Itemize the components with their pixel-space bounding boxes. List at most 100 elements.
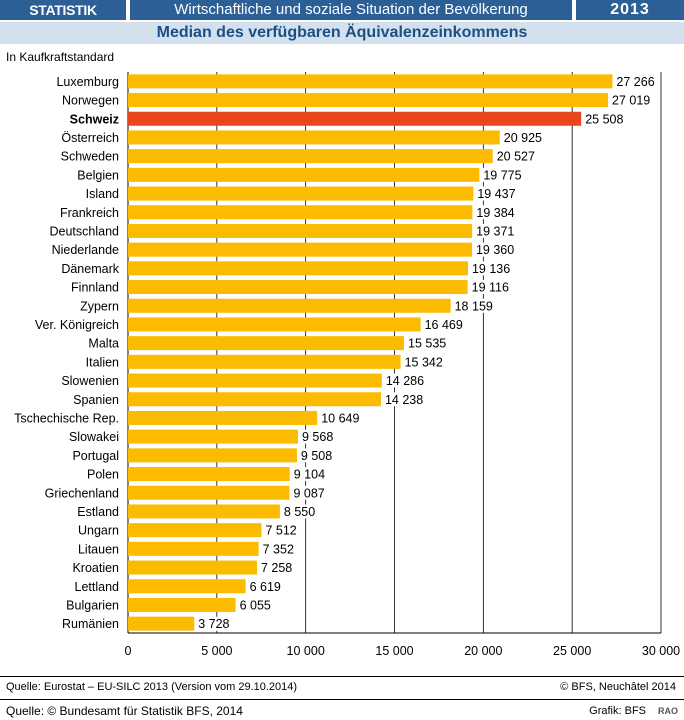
value-label-bg	[469, 261, 516, 276]
value-label: 9 104	[294, 468, 325, 482]
value-label: 19 371	[476, 224, 514, 238]
value-label: 9 508	[301, 449, 332, 463]
code-label: RAO	[658, 706, 678, 716]
page-title: Wirtschaftliche und soziale Situation de…	[130, 0, 572, 20]
category-label: Belgien	[77, 168, 119, 182]
category-label: Ungarn	[78, 524, 119, 538]
category-label: Estland	[77, 505, 119, 519]
bar	[128, 130, 500, 145]
category-label: Österreich	[61, 131, 119, 145]
bar	[128, 74, 613, 89]
value-label-bg	[319, 410, 366, 425]
value-label-bg	[258, 560, 298, 575]
value-label-bg	[494, 149, 541, 164]
category-label: Malta	[88, 337, 119, 351]
bar	[128, 616, 195, 631]
category-label: Slowakei	[69, 430, 119, 444]
value-label: 14 286	[386, 374, 424, 388]
value-label: 14 238	[385, 393, 423, 407]
value-label-bg	[501, 130, 548, 145]
value-label: 16 469	[425, 318, 463, 332]
x-tick-label: 15 000	[375, 644, 413, 658]
category-label: Litauen	[78, 542, 119, 556]
value-label-bg	[402, 354, 449, 369]
copyright-right: © BFS, Neuchâtel 2014	[560, 681, 676, 693]
category-label: Kroatien	[72, 561, 119, 575]
value-label-bg	[452, 298, 499, 313]
value-label-bg	[281, 504, 321, 519]
bar	[128, 223, 473, 238]
value-label-bg	[260, 541, 300, 556]
category-label: Deutschland	[50, 224, 120, 238]
x-tick-label: 5 000	[201, 644, 232, 658]
value-label-bg	[383, 373, 430, 388]
value-label: 7 512	[265, 524, 296, 538]
bar	[128, 429, 298, 444]
value-label-bg	[583, 111, 630, 126]
value-label: 6 055	[240, 598, 271, 612]
footer-divider-2	[0, 699, 684, 700]
category-label: Lettland	[75, 580, 120, 594]
value-label-bg	[237, 597, 277, 612]
category-label: Ver. Königreich	[35, 318, 119, 332]
value-label-bg	[247, 579, 287, 594]
value-label-bg	[291, 485, 331, 500]
bar	[128, 167, 480, 182]
year-label: 2013	[576, 0, 684, 20]
value-label-bg	[474, 205, 521, 220]
unit-label: In Kaufkraftstandard	[6, 50, 115, 64]
value-label-bg	[299, 429, 339, 444]
bar	[128, 354, 401, 369]
value-label-bg	[196, 616, 236, 631]
category-label: Niederlande	[52, 243, 119, 257]
value-label-bg	[481, 167, 528, 182]
value-label: 25 508	[585, 112, 623, 126]
bar	[128, 560, 257, 575]
value-label-bg	[614, 74, 661, 89]
value-label: 10 649	[321, 411, 359, 425]
header: STATISTIK SCHWEIZ Wirtschaftliche und so…	[0, 0, 684, 44]
category-label: Italien	[86, 355, 119, 369]
value-label-bg	[406, 336, 453, 351]
value-label: 19 437	[477, 187, 515, 201]
value-label: 3 728	[198, 617, 229, 631]
bar	[128, 205, 473, 220]
value-label: 9 087	[293, 486, 324, 500]
bar	[128, 485, 290, 500]
value-label: 6 619	[250, 580, 281, 594]
category-label: Griechenland	[45, 486, 119, 500]
value-label: 15 535	[408, 337, 446, 351]
bar	[128, 448, 297, 463]
bar	[128, 242, 472, 257]
bar	[128, 410, 318, 425]
value-label-bg	[473, 242, 520, 257]
x-tick-label: 0	[125, 644, 132, 658]
category-label: Finnland	[71, 281, 119, 295]
value-label-bg	[298, 448, 338, 463]
bar	[128, 261, 468, 276]
value-label-bg	[610, 93, 657, 108]
bar	[128, 373, 382, 388]
category-label: Zypern	[80, 299, 119, 313]
value-label-bg	[475, 186, 522, 201]
category-label: Dänemark	[61, 262, 119, 276]
bar	[128, 149, 493, 164]
grafik-credit: Grafik: BFS	[589, 705, 646, 717]
bar	[128, 186, 474, 201]
copyright-note: Quelle: © Bundesamt für Statistik BFS, 2…	[6, 704, 243, 718]
value-label-bg	[291, 467, 331, 482]
bar	[128, 541, 259, 556]
bar	[128, 597, 236, 612]
source-note: Quelle: Eurostat – EU-SILC 2013 (Version…	[6, 681, 298, 693]
category-label: Bulgarien	[66, 598, 119, 612]
value-label: 15 342	[405, 355, 443, 369]
bar	[128, 392, 381, 407]
category-label: Tschechische Rep.	[14, 411, 119, 425]
category-label: Frankreich	[60, 206, 119, 220]
category-label: Slowenien	[61, 374, 119, 388]
category-label: Island	[86, 187, 119, 201]
value-label: 7 258	[261, 561, 292, 575]
value-label-bg	[474, 223, 521, 238]
chart-title: Median des verfügbaren Äquivalenzeinkomm…	[0, 22, 684, 44]
bar	[128, 504, 280, 519]
